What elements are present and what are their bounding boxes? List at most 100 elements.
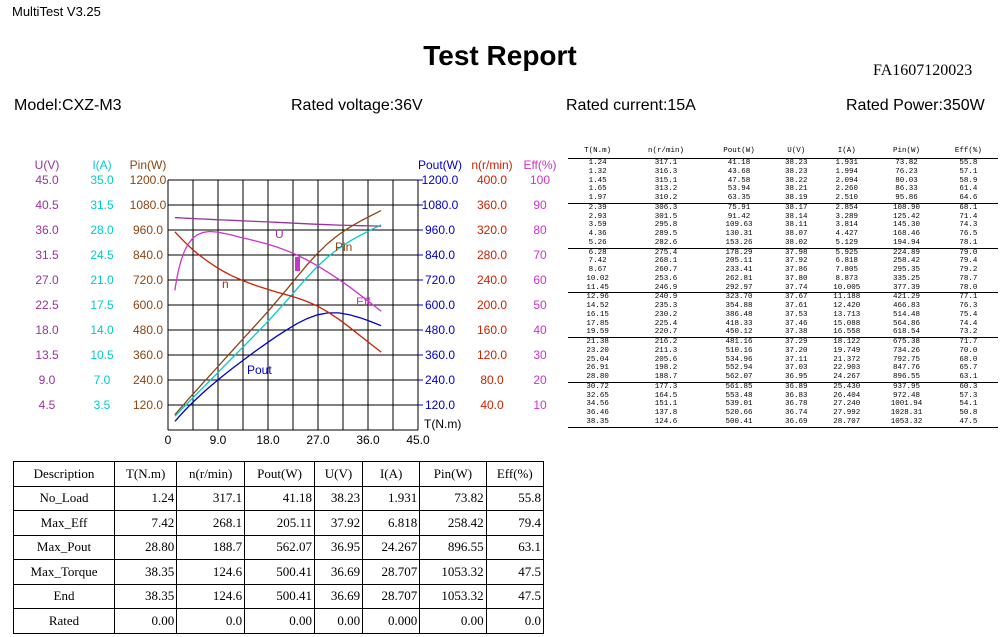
- data-cell: 36.78: [784, 400, 808, 409]
- axis-label: Eff(%): [523, 158, 556, 172]
- data-row: 28.80 188.7 562.07 36.95 24.267 896.55 63.1: [568, 373, 998, 383]
- axis-tick-label: 360.0: [133, 348, 163, 362]
- summary-cell: 1053.32: [419, 559, 487, 585]
- data-cell: 37.67: [784, 293, 808, 302]
- data-cell: 315.1: [654, 176, 678, 185]
- summary-cell: 63.1: [485, 534, 545, 560]
- axis-tick-label: 30: [533, 348, 547, 362]
- axis-tick-label: 600.0: [425, 298, 455, 312]
- summary-cell: 1.24: [114, 485, 178, 511]
- data-cell: 2.260: [835, 185, 859, 194]
- data-cell: 28.707: [819, 417, 875, 428]
- series-label-Pin: Pin: [335, 240, 352, 254]
- axis-tick-label: 7.0: [94, 373, 111, 387]
- data-cell: 377.39: [874, 283, 939, 294]
- axis-tick-label: 240.0: [133, 373, 163, 387]
- data-cell: 10.005: [819, 283, 875, 294]
- data-header-row: T(N.m) n(r/min) Pout(W) U(V) I(A) Pin(W) Eff(%…: [568, 143, 998, 159]
- summary-cell: 28.707: [362, 583, 421, 609]
- summary-cell: Max_Pout: [12, 534, 116, 560]
- data-cell: 26.404: [833, 391, 861, 400]
- data-row: 7.42 268.1 205.11 37.92 6.818 258.42 79.4: [568, 257, 998, 266]
- axis-label: Pout(W): [418, 158, 462, 172]
- axis-tick-label: 20: [533, 373, 547, 387]
- data-cell: 125.42: [893, 212, 921, 221]
- data-cell: 23.20: [586, 346, 609, 355]
- series-line-I: [174, 224, 382, 417]
- summary-cell: 0.0: [176, 608, 246, 634]
- data-cell: 335.25: [893, 274, 921, 283]
- rated-current-label: Rated current:15A: [566, 97, 696, 114]
- summary-cell: 268.1: [176, 510, 246, 536]
- data-cell: 58.9: [959, 176, 978, 185]
- axis-tick-label: 24.5: [90, 248, 114, 262]
- data-cell: 124.6: [627, 417, 705, 428]
- summary-cell: 205.11: [244, 510, 315, 536]
- data-cell: 3.59: [588, 221, 607, 230]
- data-cell: 47.5: [938, 417, 998, 428]
- axis-tick-label: 14.0: [90, 323, 114, 337]
- summary-header-cell: T(N.m): [114, 461, 178, 487]
- axis-tick-label: 21.0: [90, 273, 114, 287]
- axis-tick-label: 22.5: [35, 298, 59, 312]
- data-cell: 205.11: [725, 257, 753, 266]
- summary-table: Description T(N.m) n(r/min) Pout(W) U(V) I(A)…: [12, 461, 545, 634]
- data-cell: 37.80: [784, 274, 808, 283]
- data-cell: 37.74: [773, 283, 820, 294]
- data-cell: 15.088: [833, 319, 861, 328]
- axis-tick-label: 35.0: [90, 173, 114, 187]
- data-cell: 10.02: [586, 274, 609, 283]
- data-cell: 21.372: [833, 355, 861, 364]
- data-row: 10.02 253.6 262.81 37.80 8.873 335.25 78.7: [568, 275, 998, 284]
- summary-cell: Rated: [12, 608, 116, 634]
- data-row: 2.93 301.5 91.42 38.14 3.289 125.42 71.4: [568, 213, 998, 222]
- data-cell: 37.61: [784, 302, 808, 310]
- data-cell: 418.33: [725, 319, 753, 328]
- axis-tick-label: 240.0: [477, 273, 507, 287]
- summary-cell: Max_Torque: [12, 559, 116, 585]
- data-cell: 1053.32: [874, 417, 939, 428]
- data-cell: 386.48: [725, 310, 753, 319]
- summary-header-cell: Eff(%): [485, 461, 545, 487]
- data-cell: 514.48: [893, 310, 921, 319]
- summary-cell: 7.42: [114, 510, 178, 536]
- x-tick-label: 9.0: [210, 433, 227, 447]
- data-cell: 235.3: [654, 302, 678, 310]
- data-cell: 792.75: [893, 355, 921, 364]
- data-cell: 153.26: [704, 238, 774, 249]
- data-cell: 553.48: [725, 391, 753, 400]
- data-cell: 37.86: [784, 266, 808, 274]
- data-cell: 36.46: [586, 409, 609, 417]
- data-cell: 74.3: [959, 221, 978, 230]
- data-cell: 224.89: [893, 248, 921, 257]
- data-cell: 68.1: [959, 203, 978, 212]
- data-cell: 937.95: [893, 382, 921, 391]
- summary-cell: 258.42: [419, 510, 487, 536]
- summary-header-cell: Description: [12, 461, 116, 487]
- data-cell: 71.7: [959, 338, 978, 346]
- data-row: 19.59 220.7 450.12 37.38 16.558 618.54 73.2: [568, 328, 998, 339]
- summary-cell: 73.82: [419, 485, 487, 511]
- axis-tick-label: 60: [533, 273, 547, 287]
- summary-cell: 47.5: [485, 559, 545, 585]
- x-tick-label: 0: [165, 433, 172, 447]
- summary-cell: 28.707: [362, 559, 421, 585]
- data-cell: 4.427: [835, 230, 859, 238]
- data-cell: 675.38: [893, 338, 921, 346]
- axis-tick-label: 840.0: [133, 248, 163, 262]
- axis-label: I(A): [92, 158, 111, 172]
- series-label-Pout: Pout: [247, 363, 272, 377]
- axis-label: n(r/min): [471, 158, 512, 172]
- data-cell: 86.33: [895, 185, 918, 194]
- summary-cell: No_Load: [12, 485, 116, 511]
- series-line-Eff: [174, 230, 382, 312]
- data-cell: 137.8: [654, 409, 678, 417]
- summary-cell: 38.35: [114, 559, 178, 585]
- summary-cell: 36.69: [313, 559, 364, 585]
- x-tick-label: 45.0: [406, 433, 430, 447]
- data-cell: 1001.94: [890, 400, 923, 409]
- summary-cell: 47.5: [485, 583, 545, 609]
- data-row: 26.91 198.2 552.94 37.03 22.903 847.76 65.7: [568, 364, 998, 373]
- data-cell: 14.52: [586, 302, 609, 310]
- summary-header-cell: n(r/min): [176, 461, 246, 487]
